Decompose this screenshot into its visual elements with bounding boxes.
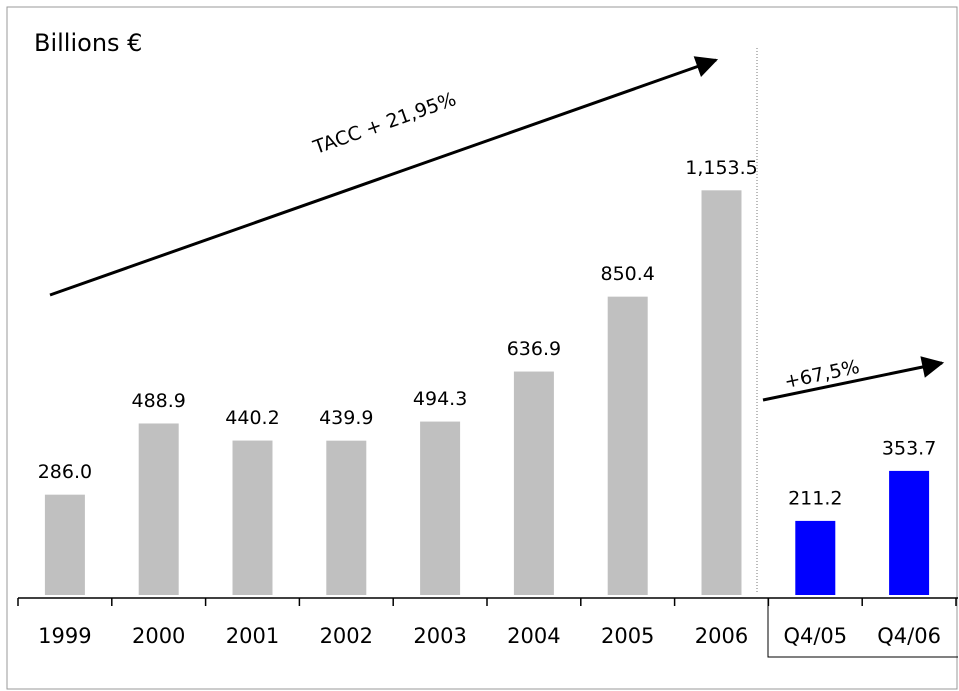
annotation: TACC + 21,95% [310,88,459,159]
value-label: 440.2 [225,407,279,429]
x-tick-label: Q4/05 [783,624,847,648]
value-label: 286.0 [38,461,92,483]
bar [889,470,930,595]
value-label: 439.9 [319,407,373,429]
bar [795,520,836,595]
value-label: 636.9 [507,338,561,360]
bar [420,421,461,595]
value-label: 850.4 [600,263,654,285]
frame [6,6,958,690]
x-tick-label: 2000 [132,624,185,648]
x-tick-label: 2004 [507,624,560,648]
value-label: 211.2 [788,487,842,509]
value-label: 494.3 [413,388,467,410]
x-tick-label: 2005 [601,624,654,648]
trend-arrow [49,56,719,297]
bar [138,423,179,595]
value-label: 1,153.5 [685,157,758,179]
x-tick-label: Q4/06 [877,624,941,648]
x-tick-label: 2003 [413,624,466,648]
x-tick-label: 2006 [695,624,748,648]
bar [44,494,85,595]
bar [607,296,648,595]
trend-arrow [762,356,945,402]
value-label: 353.7 [882,437,936,459]
bar [326,440,367,595]
bar [701,190,742,595]
bar [513,371,554,595]
x-tick-label: 1999 [38,624,91,648]
x-tick-label: 2001 [226,624,279,648]
bar [232,440,273,595]
x-tick-label: 2002 [320,624,373,648]
label-box [767,598,958,658]
value-label: 488.9 [131,390,185,412]
chart-title: Billions € [34,29,142,57]
